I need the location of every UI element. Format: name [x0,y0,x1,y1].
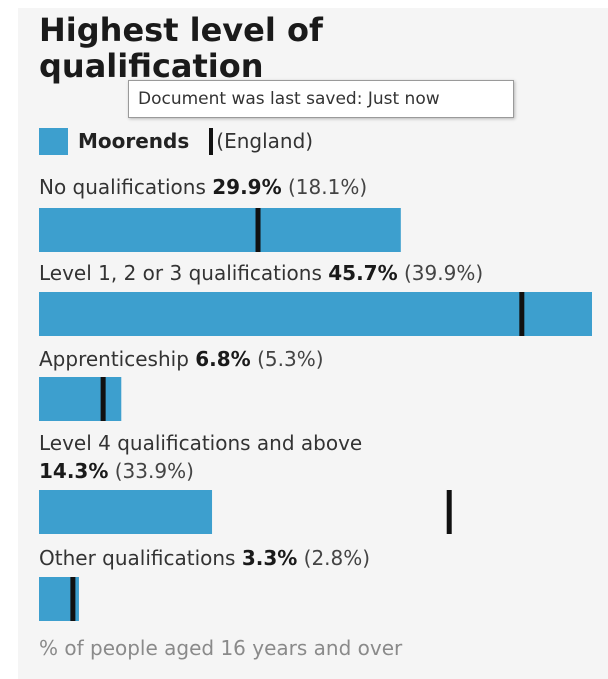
legend: Moorends (England) [39,126,313,156]
legend-label-england: (England) [216,129,314,153]
row-label-no-qualifications: No qualifications 29.9% (18.1%) [39,173,599,201]
legend-label-moorends: Moorends [78,129,190,153]
save-status-tooltip: Document was last saved: Just now [128,80,514,118]
value-label-main: 6.8% [195,347,251,371]
category-label: Other qualifications [39,546,236,570]
row-label-level-1-2-3: Level 1, 2 or 3 qualifications 45.7% (39… [39,259,599,287]
category-label: No qualifications [39,175,206,199]
chart-title: Highest level of qualification [39,12,323,85]
value-label-compare: (18.1%) [287,175,368,199]
row-label-apprenticeship: Apprenticeship 6.8% (5.3%) [39,345,599,373]
value-label-main: 3.3% [241,546,298,570]
chart-footnote: % of people aged 16 years and over [39,636,403,660]
category-label: Level 1, 2 or 3 qualifications [39,261,322,285]
value-label-compare: (39.9%) [404,261,484,285]
category-label: Level 4 qualifications and above [39,431,363,455]
value-label-compare: (33.9%) [114,459,194,483]
value-label-compare: (2.8%) [303,546,371,570]
value-label-compare: (5.3%) [257,347,324,371]
value-label-main: 14.3% [39,459,109,483]
row-label-level-4: Level 4 qualifications and above 14.3% (… [39,429,599,485]
category-label: Apprenticeship [39,347,189,371]
chart-card [18,8,608,679]
legend-marker-england [209,127,214,155]
legend-swatch-moorends [39,127,68,155]
row-label-other: Other qualifications 3.3% (2.8%) [39,544,599,572]
value-label-main: 45.7% [328,261,398,285]
value-label-main: 29.9% [212,175,282,199]
